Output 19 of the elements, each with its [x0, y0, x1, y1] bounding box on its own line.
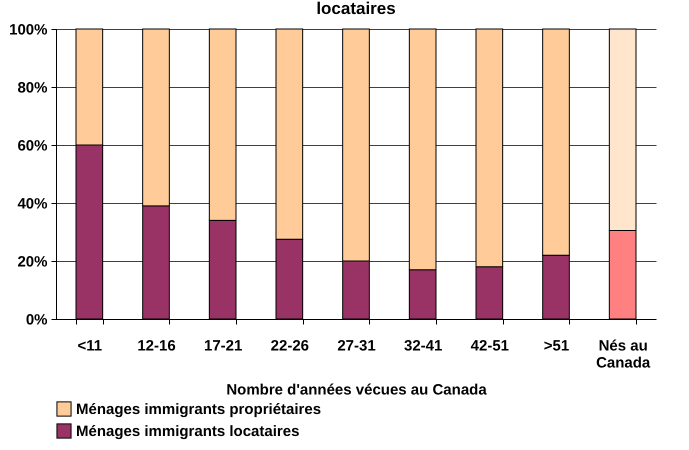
y-tick-label: 100% [9, 22, 48, 38]
x-tick-label: 27-31 [337, 338, 376, 354]
x-tick-label: 32-41 [404, 338, 442, 354]
chart-title: locataires [316, 0, 396, 18]
x-tick-label: >51 [544, 338, 570, 354]
x-tick-label: 17-21 [204, 338, 242, 354]
legend-label: Ménages immigrants propriétaires [76, 401, 322, 418]
x-tick-label: 12-16 [137, 338, 176, 354]
y-tick-label: 40% [17, 196, 48, 212]
x-tick-label: 22-26 [270, 338, 310, 354]
y-tick-label: 20% [17, 254, 48, 270]
y-tick-label: 0% [26, 312, 48, 328]
x-axis-title: Nombre d'années vécues au Canada [226, 382, 488, 398]
y-tick-label: 60% [17, 138, 48, 154]
x-tick-label: Nés au Canada [596, 338, 651, 372]
y-tick-label: 80% [17, 80, 48, 96]
x-tick-label: 42-51 [470, 338, 510, 354]
x-tick-label: <11 [78, 338, 102, 354]
legend-label: Ménages immigrants locataires [76, 423, 300, 440]
